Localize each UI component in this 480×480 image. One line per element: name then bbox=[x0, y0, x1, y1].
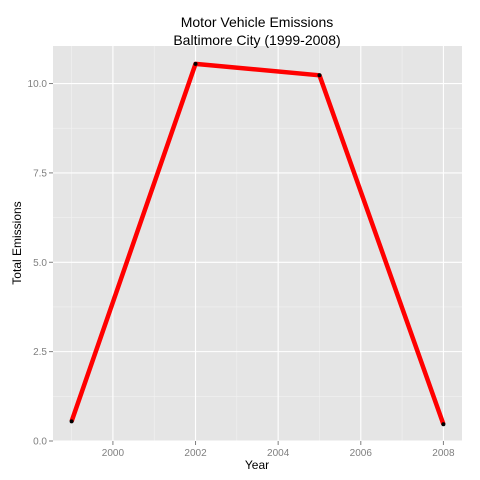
chart-title-line2: Baltimore City (1999-2008) bbox=[173, 32, 340, 48]
chart-title-line1: Motor Vehicle Emissions bbox=[181, 14, 334, 30]
y-tick-label: 2.5 bbox=[33, 347, 47, 358]
y-axis-title: Total Emissions bbox=[10, 201, 24, 284]
axis-ticks: 2000 2002 2004 2006 2008 0.0 2.5 5.0 7.5 10.0 bbox=[28, 79, 455, 459]
y-tick-label: 5.0 bbox=[33, 258, 47, 269]
minor-gridlines bbox=[53, 46, 462, 441]
data-point bbox=[317, 73, 322, 78]
x-tick-label: 2004 bbox=[267, 448, 290, 459]
emissions-line bbox=[69, 61, 446, 425]
data-point bbox=[69, 419, 74, 424]
x-tick-label: 2006 bbox=[350, 448, 373, 459]
data-point bbox=[441, 422, 446, 427]
x-axis-title: Year bbox=[245, 458, 269, 472]
y-tick-label: 0.0 bbox=[33, 437, 47, 448]
x-tick-label: 2008 bbox=[432, 448, 455, 459]
y-tick-label: 7.5 bbox=[33, 168, 47, 179]
data-point bbox=[193, 61, 198, 66]
plot-panel bbox=[53, 46, 462, 441]
data-series bbox=[69, 61, 446, 427]
major-gridlines bbox=[53, 46, 462, 442]
y-tick-label: 10.0 bbox=[28, 79, 48, 90]
x-tick-label: 2002 bbox=[184, 448, 207, 459]
x-tick-label: 2000 bbox=[102, 448, 125, 459]
